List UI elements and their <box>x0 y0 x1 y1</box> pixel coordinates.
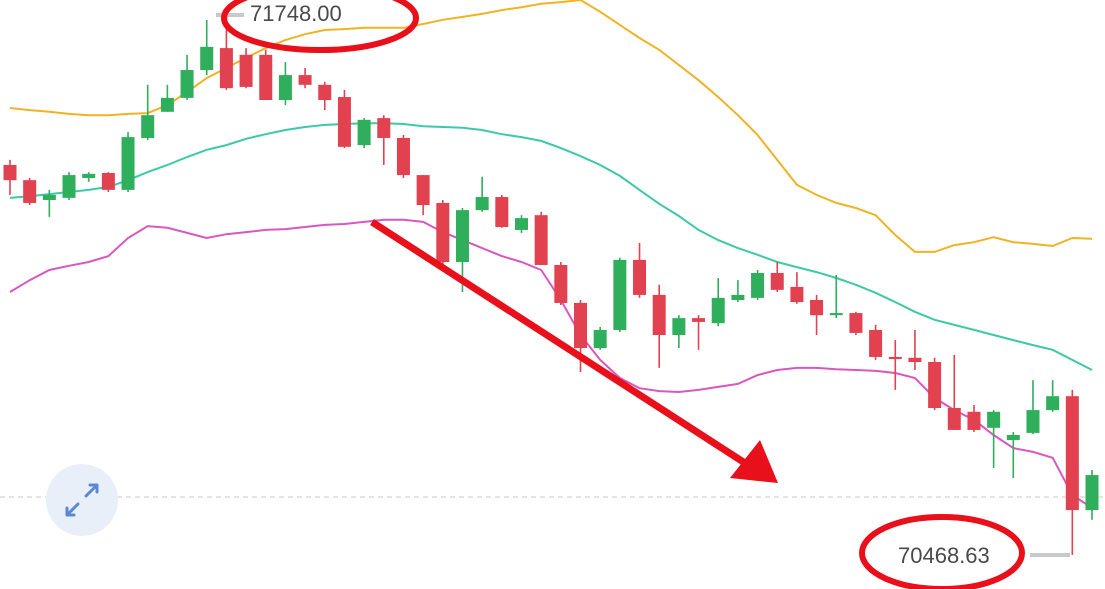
candle-body <box>377 118 391 138</box>
candle-body <box>101 172 115 190</box>
candle-body <box>259 54 273 100</box>
candle-body <box>554 264 568 303</box>
candle-body <box>436 202 450 263</box>
candle-body <box>1085 475 1099 511</box>
candle-body <box>318 84 332 100</box>
candle-body <box>62 175 76 198</box>
candle-body <box>337 97 351 147</box>
candle-body <box>475 197 489 211</box>
candle-body <box>42 194 56 200</box>
high-circle <box>221 0 419 53</box>
band-line <box>9 218 1093 509</box>
candle-body <box>534 215 548 265</box>
candle-body <box>396 137 410 176</box>
candle-body <box>416 175 430 206</box>
band-line <box>9 122 1093 371</box>
trend-arrow-head <box>730 440 778 483</box>
candle-body <box>1006 434 1020 441</box>
candle-body <box>672 318 686 336</box>
candle-body <box>1046 396 1060 411</box>
candle-body <box>692 318 706 322</box>
candle-body <box>613 259 627 330</box>
candle-body <box>121 137 135 190</box>
candle-body <box>967 411 981 430</box>
candle-body <box>869 329 883 357</box>
candle-body <box>1026 410 1040 433</box>
candle-body <box>495 197 509 227</box>
candle-body <box>751 272 765 298</box>
candles <box>3 15 1099 555</box>
candle-body <box>947 407 961 430</box>
low-circle <box>859 514 1025 589</box>
candle-body <box>298 75 312 85</box>
candle-body <box>455 210 469 263</box>
expand-button-bg[interactable] <box>46 464 118 536</box>
candle-body <box>3 164 17 181</box>
candle-body <box>160 97 174 112</box>
high-label: 71748.00 <box>250 1 342 26</box>
candle-body <box>278 75 292 100</box>
candle-body <box>908 357 922 363</box>
candle-body <box>1065 396 1079 511</box>
candle-body <box>711 297 725 324</box>
candle-body <box>82 173 96 179</box>
candle-body <box>888 356 902 360</box>
candle-body <box>200 46 214 71</box>
annotations: 71748.00 70468.63 <box>216 0 1070 589</box>
trend-arrow <box>370 219 750 468</box>
candle-body <box>574 302 588 349</box>
candle-body <box>928 362 942 408</box>
candle-body <box>357 119 371 146</box>
candle-body <box>180 70 194 98</box>
candle-body <box>731 294 745 300</box>
expand-button[interactable] <box>46 464 118 536</box>
candle-body <box>514 218 528 230</box>
candle-body <box>141 115 155 138</box>
candle-body <box>790 286 804 303</box>
candle-body <box>239 54 253 87</box>
candle-body <box>849 313 863 333</box>
candle-body <box>987 411 1001 428</box>
candle-body <box>593 329 607 349</box>
candle-body <box>652 294 666 336</box>
candle-body <box>633 259 647 295</box>
expand-icon <box>65 483 99 517</box>
candle-body <box>770 272 784 290</box>
candle-body <box>219 48 233 89</box>
candle-body <box>23 180 37 203</box>
low-label: 70468.63 <box>898 543 990 568</box>
candle-body <box>810 299 824 316</box>
candle-body <box>829 313 843 316</box>
